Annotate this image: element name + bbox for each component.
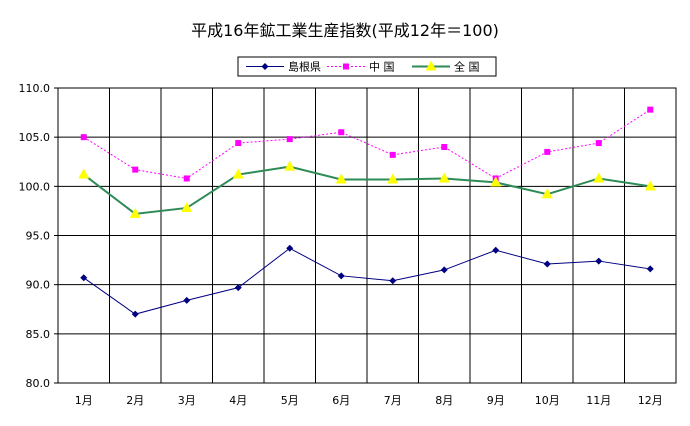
legend-marker-triangle [425, 60, 437, 71]
x-tick-label: 11月 [586, 394, 611, 407]
data-point-diamond [595, 257, 603, 265]
x-tick-label: 2月 [126, 394, 144, 407]
series-line [83, 165, 651, 215]
legend-label: 全 国 [454, 60, 480, 74]
data-point-square [286, 136, 293, 143]
data-point-diamond [286, 244, 294, 252]
data-point-square [544, 148, 551, 155]
x-tick-label: 9月 [487, 394, 505, 407]
data-point-square [647, 106, 654, 113]
data-point-triangle [284, 160, 296, 171]
y-tick-label: 105.0 [19, 131, 51, 144]
y-tick-label: 95.0 [26, 230, 51, 243]
data-point-triangle [644, 180, 656, 191]
data-point-square [389, 151, 396, 158]
x-tick-label: 10月 [535, 394, 560, 407]
data-point-square [183, 175, 190, 182]
x-tick-label: 3月 [178, 394, 196, 407]
data-point-triangle [129, 207, 141, 218]
data-point-square [235, 140, 242, 147]
data-point-triangle [181, 201, 193, 212]
data-point-diamond [646, 265, 654, 273]
data-point-triangle [78, 168, 90, 179]
y-tick-label: 110.0 [19, 82, 51, 95]
series-1 [80, 244, 654, 318]
data-point-diamond [440, 266, 448, 274]
data-point-square [132, 166, 139, 173]
data-point-triangle [490, 176, 502, 187]
data-point-diamond [80, 274, 88, 282]
y-tick-label: 85.0 [26, 328, 51, 341]
data-point-square [441, 144, 448, 150]
x-tick-label: 12月 [638, 394, 663, 407]
series-line [83, 109, 651, 180]
data-point-triangle [335, 173, 347, 184]
data-point-diamond [389, 277, 397, 285]
series-3 [78, 160, 656, 218]
legend-label: 中 国 [369, 61, 395, 74]
data-point-square [80, 134, 87, 141]
legend-marker-diamond [261, 63, 269, 70]
x-tick-label: 8月 [435, 394, 453, 407]
legend-label: 島根県 [288, 60, 321, 74]
data-point-triangle [541, 188, 553, 199]
data-point-square [595, 140, 602, 147]
data-point-triangle [387, 173, 399, 184]
x-tick-label: 7月 [384, 394, 402, 407]
y-tick-label: 100.0 [19, 180, 51, 193]
data-point-square [338, 129, 345, 136]
chart-title: 平成16年鉱工業生産指数(平成12年＝100) [191, 21, 499, 40]
data-point-triangle [438, 172, 450, 183]
y-tick-label: 90.0 [26, 279, 51, 292]
data-point-diamond [337, 272, 345, 280]
x-tick-label: 6月 [332, 394, 350, 407]
legend-marker-square [343, 63, 349, 70]
x-tick-label: 5月 [281, 394, 299, 407]
data-point-diamond [131, 310, 139, 318]
data-point-diamond [543, 260, 551, 268]
data-point-triangle [232, 168, 244, 179]
data-point-diamond [234, 284, 242, 292]
series-line [83, 247, 651, 315]
data-point-diamond [183, 296, 191, 304]
y-tick-label: 80.0 [26, 377, 51, 390]
x-tick-label: 4月 [229, 394, 247, 407]
x-tick-label: 1月 [75, 394, 93, 407]
data-point-triangle [593, 172, 605, 183]
data-point-diamond [492, 246, 500, 254]
